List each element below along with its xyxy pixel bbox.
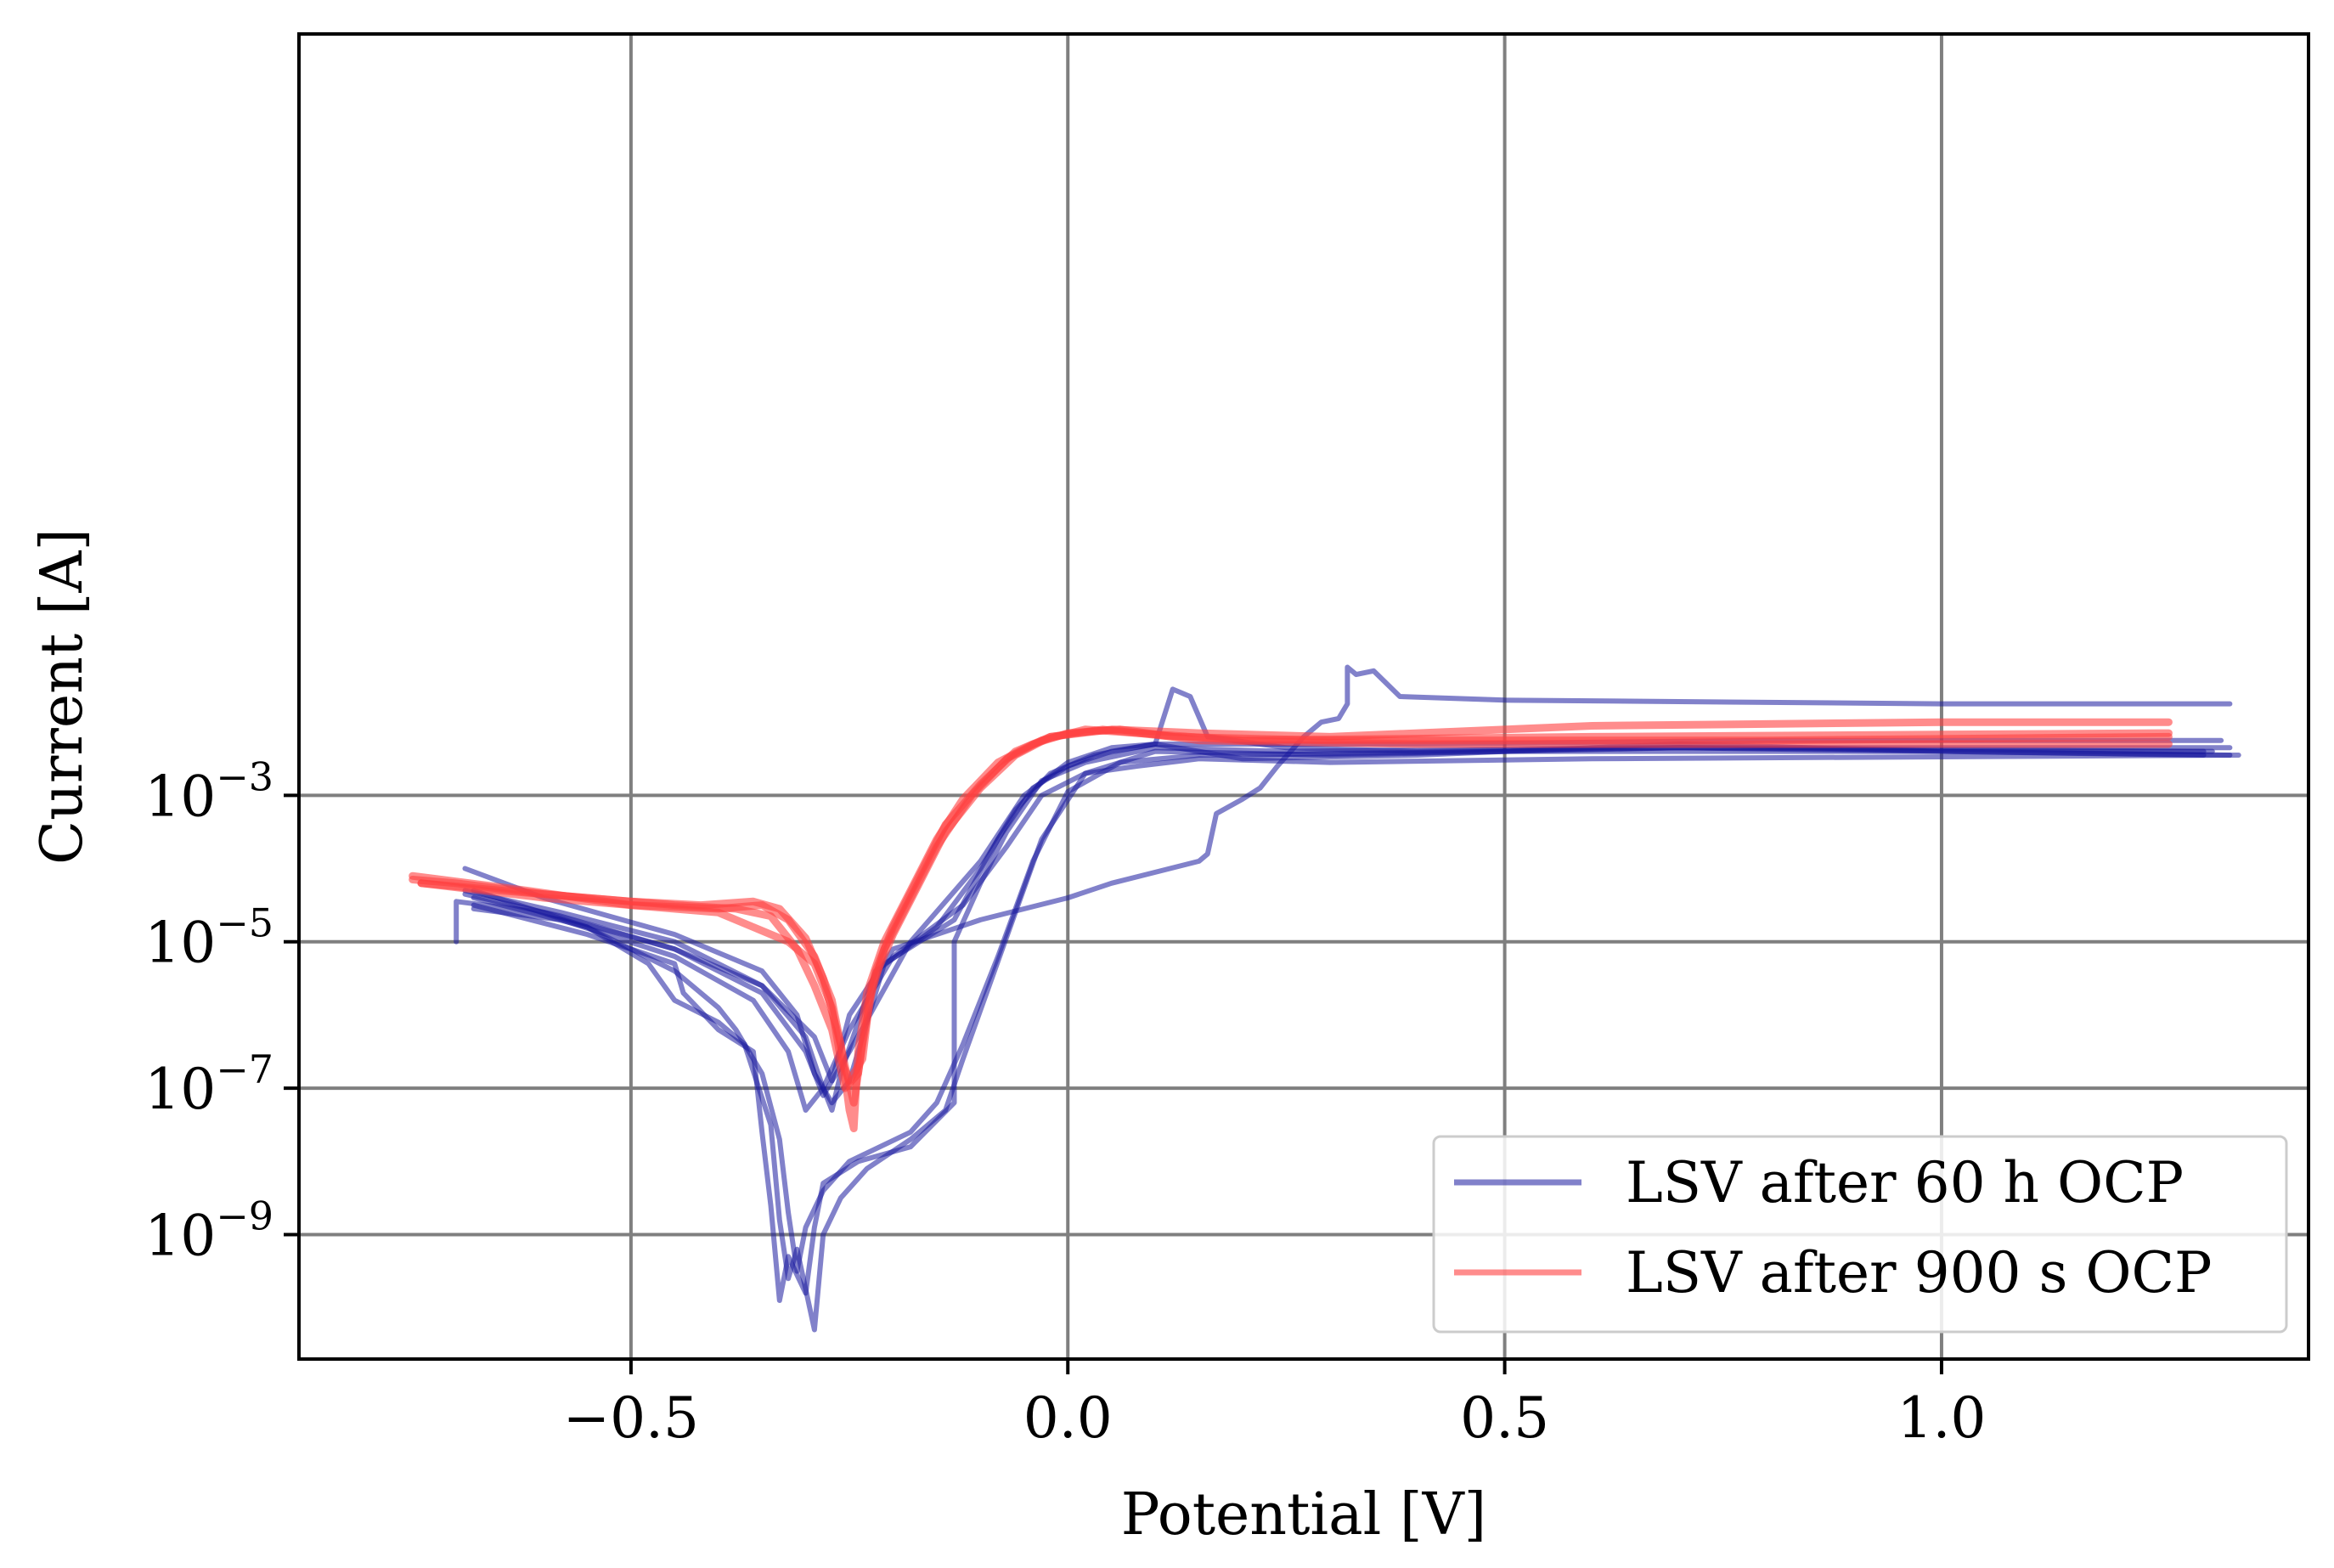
grid	[299, 34, 2309, 1359]
legend-label-900s: LSV after 900 s OCP	[1626, 1240, 2212, 1306]
x-tick-label-2: 0.5	[1460, 1385, 1549, 1451]
series-group-900s	[409, 718, 2173, 1132]
series-line-0-4	[471, 745, 2207, 1333]
y-axis-label: Current [A]	[29, 528, 96, 865]
legend: LSV after 60 h OCP LSV after 900 s OCP	[1432, 1135, 2288, 1334]
y-tick-label-3: 10−9	[144, 1193, 273, 1268]
legend-label-60h: LSV after 60 h OCP	[1626, 1150, 2184, 1215]
series-line-0-6	[462, 664, 2233, 1084]
x-tick-label-0: −0.5	[563, 1385, 699, 1451]
x-tick-label-3: 1.0	[1897, 1385, 1986, 1451]
y-tick-label-1: 10−5	[144, 900, 273, 976]
y-tick-label-2: 10−7	[144, 1046, 273, 1122]
x-axis-label: Potential [V]	[1121, 1481, 1486, 1548]
series-line-0-7	[462, 686, 2207, 1098]
series-line-0-5	[471, 748, 2215, 1274]
ticks: −0.5 0.0 0.5 1.0 10−3 10−5 10−7 10−9	[144, 753, 1986, 1451]
x-tick-label-1: 0.0	[1023, 1385, 1113, 1451]
y-tick-label-0: 10−3	[144, 753, 273, 829]
legend-box	[1432, 1135, 2288, 1334]
series-line-0-2	[471, 753, 2241, 1113]
series-line-1-3	[417, 718, 2173, 1107]
plot-frame	[297, 32, 2310, 1361]
series-layer	[409, 664, 2241, 1333]
